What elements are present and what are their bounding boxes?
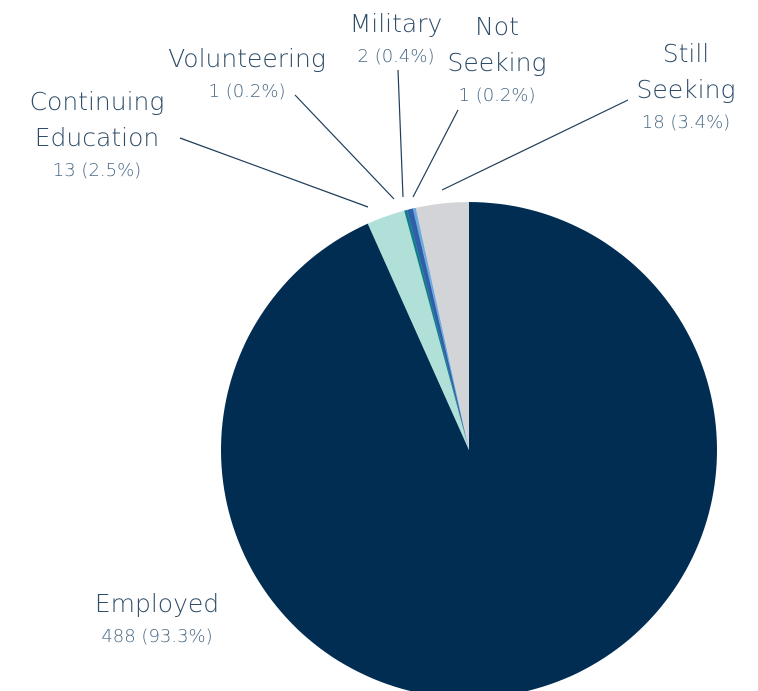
slice-still-seeking xyxy=(415,202,469,450)
label-value-volunteering: 1 (0.2%) xyxy=(209,81,286,102)
leader-line-volunteering xyxy=(294,94,395,200)
slice-military xyxy=(407,208,469,450)
leader-line-still-seeking xyxy=(441,99,629,191)
leader-line-continuing-education xyxy=(179,137,369,208)
label-value-continuing-education: 13 (2.5%) xyxy=(53,160,141,181)
slice-volunteering xyxy=(404,209,469,450)
label-name-military: Military xyxy=(350,9,443,38)
label-value-employed: 488 (93.3%) xyxy=(101,626,212,647)
pie-slices xyxy=(221,202,717,691)
label-value-military: 2 (0.4%) xyxy=(358,46,435,67)
label-name-still-seeking: Still xyxy=(663,39,710,68)
slice-continuing-education xyxy=(367,210,469,450)
label-name-not-seeking: Not xyxy=(475,12,519,41)
label-name-still-seeking: Seeking xyxy=(637,75,736,104)
leader-line-military xyxy=(397,69,404,198)
slice-labels: Employed 488 (93.3%) Continuing Education 13… xyxy=(30,9,736,647)
label-value-not-seeking: 1 (0.2%) xyxy=(459,85,536,106)
leader-line-not-seeking xyxy=(412,109,459,198)
label-value-still-seeking: 18 (3.4%) xyxy=(642,112,730,133)
label-name-continuing-education: Continuing xyxy=(30,87,165,116)
slice-not-seeking xyxy=(412,207,469,450)
slice-employed xyxy=(221,202,717,691)
label-name-continuing-education: Education xyxy=(35,123,159,152)
label-name-employed: Employed xyxy=(95,589,219,618)
label-name-volunteering: Volunteering xyxy=(168,44,326,73)
leader-lines xyxy=(179,69,629,208)
label-name-not-seeking: Seeking xyxy=(448,48,547,77)
